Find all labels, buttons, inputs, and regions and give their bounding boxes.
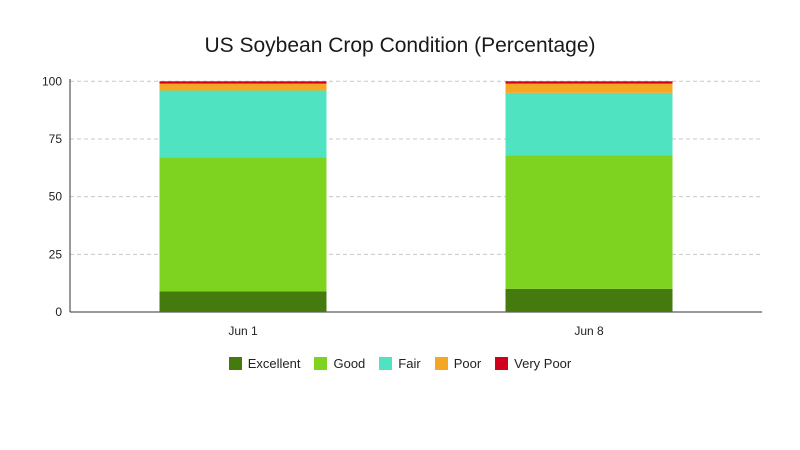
bar-segment-poor <box>159 83 327 91</box>
legend-item: Excellent <box>228 356 301 371</box>
bar-segment-very-poor <box>159 81 327 84</box>
legend-swatch <box>379 357 393 370</box>
bar-segment-excellent <box>505 288 673 312</box>
bar-segment-excellent <box>159 291 327 312</box>
legend-label: Very Poor <box>514 356 572 371</box>
legend-swatch <box>314 357 328 370</box>
bar-segment-fair <box>505 92 673 156</box>
x-tick-label: Jun 8 <box>574 324 604 338</box>
y-tick-label: 100 <box>42 74 62 88</box>
legend-swatch <box>495 357 509 370</box>
legend-label: Good <box>333 356 366 371</box>
legend-item: Fair <box>379 356 421 371</box>
legend-label: Excellent <box>247 356 301 371</box>
y-tick-label: 75 <box>49 132 63 146</box>
x-tick-label: Jun 1 <box>228 324 258 338</box>
y-tick-label: 25 <box>49 247 63 261</box>
legend-label: Fair <box>398 356 421 371</box>
y-tick-label: 0 <box>55 305 62 319</box>
bar-segment-good <box>505 155 673 289</box>
legend-swatch <box>228 357 242 370</box>
chart-title: US Soybean Crop Condition (Percentage) <box>204 34 596 57</box>
legend: Excellent Good Fair Poor Very Poor <box>0 356 800 371</box>
legend-swatch <box>434 357 448 370</box>
legend-item: Good <box>314 356 365 371</box>
legend-label: Poor <box>453 356 482 371</box>
legend-item: Poor <box>434 356 482 371</box>
bar-segment-poor <box>505 83 673 93</box>
bar-segment-very-poor <box>505 81 673 84</box>
bar-segment-fair <box>159 90 327 158</box>
bar-segment-good <box>159 157 327 292</box>
y-tick-label: 50 <box>49 190 63 204</box>
legend-item: Very Poor <box>495 356 571 371</box>
